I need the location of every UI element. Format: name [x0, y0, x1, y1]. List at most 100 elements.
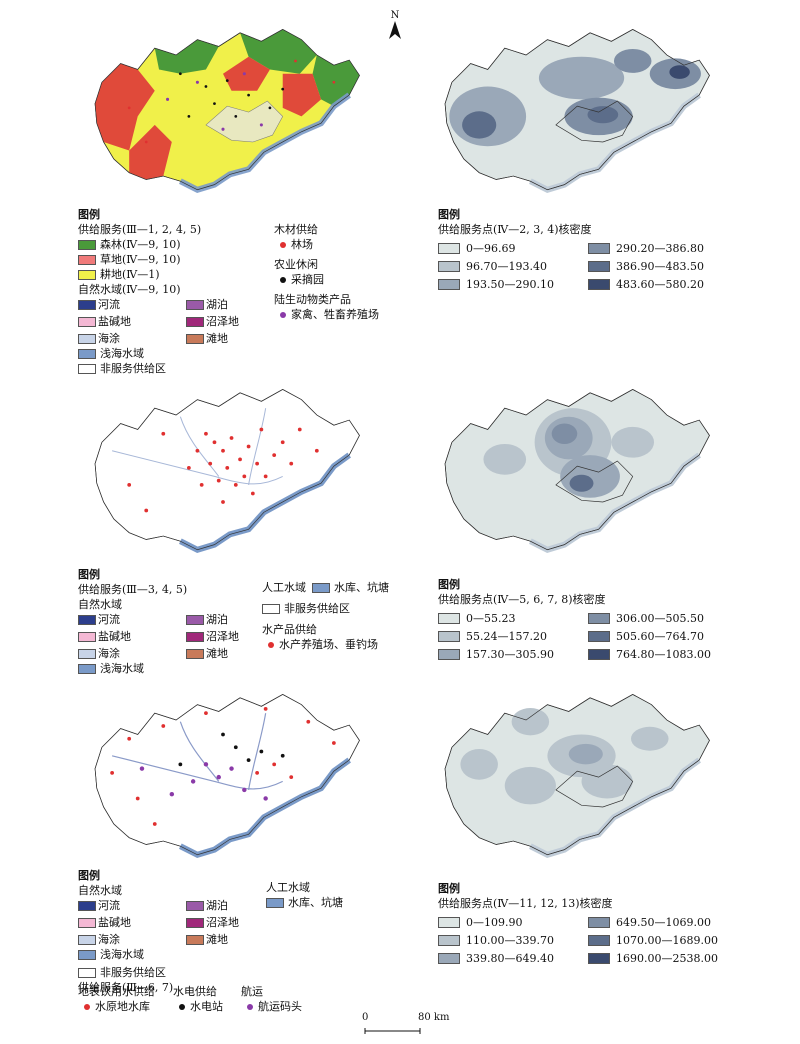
- reservoir-label: 水库、坑塘: [334, 581, 389, 594]
- swatch: [186, 299, 204, 310]
- legend-label: 0—109.90: [466, 916, 523, 929]
- legend-label: 110.00—339.70: [466, 934, 554, 947]
- legend-label: 339.80—649.40: [466, 952, 554, 965]
- swatch: [78, 663, 96, 674]
- dock-dot-icon: [247, 1003, 253, 1010]
- legend-landcover-item: 耕地(Ⅳ—1): [78, 267, 418, 282]
- legend-title: 图例: [78, 568, 100, 581]
- scale-distance: 80 km: [418, 1012, 450, 1023]
- legend-ship: 航运码头: [241, 999, 302, 1014]
- swatch: [78, 614, 96, 625]
- legend-picking-garden: 采摘园: [274, 272, 424, 287]
- legend-label: 盐碱地: [98, 630, 131, 643]
- swatch: [588, 649, 610, 660]
- legend-title: 图例: [438, 882, 460, 895]
- legend-label: 0—96.69: [466, 242, 516, 255]
- legend-label: 764.80—1083.00: [616, 648, 711, 661]
- supply-title: 供给服务(Ⅲ—1, 2, 4, 5): [78, 223, 202, 236]
- aquaculture-label: 水产养殖场、垂钓场: [279, 638, 378, 651]
- aquaculture-dot-icon: [268, 641, 274, 648]
- natural-water-classes: 河流 湖泊 盐碱地 沼泽地 海涂 滩地: [78, 612, 278, 661]
- legend-label: 1690.00—2538.00: [616, 952, 718, 965]
- forest-farm-label: 林场: [291, 238, 313, 251]
- livestock-dot-icon: [280, 311, 286, 318]
- hydropower-dot-icon: [179, 1003, 185, 1010]
- point-legend: 木材供给 林场 农业休闲 采摘园 陆生动物类产品 家禽、牲畜养殖场: [274, 222, 424, 322]
- legend-label: 386.90—483.50: [616, 260, 704, 273]
- swatch: [588, 613, 610, 624]
- livestock-label: 家禽、牲畜养殖场: [291, 308, 379, 321]
- water-supply-map-svg: [94, 693, 360, 875]
- swatch: [588, 243, 610, 254]
- swatch: [438, 243, 460, 254]
- legend-label: 1070.00—1689.00: [616, 934, 718, 947]
- swatch: [78, 631, 96, 642]
- swatch: [186, 614, 204, 625]
- water-source-dot-icon: [84, 1003, 90, 1010]
- swatch: [438, 279, 460, 290]
- legend-label: 森林(Ⅳ—9, 10): [100, 238, 181, 251]
- swatch: [186, 333, 204, 344]
- density-map-3: [428, 675, 718, 879]
- density-title: 供给服务点(Ⅳ—2, 3, 4)核密度: [438, 223, 592, 236]
- legend-label: 海涂: [98, 647, 120, 660]
- swatch: [438, 261, 460, 272]
- legend-landcover-item: 草地(Ⅳ—9, 10): [78, 252, 418, 267]
- swatch: [186, 934, 204, 945]
- swatch: [438, 917, 460, 928]
- animal-title: 陆生动物类产品: [274, 293, 351, 306]
- swatch: [438, 613, 460, 624]
- swatch: [438, 631, 460, 642]
- natural-water-classes: 河流 湖泊 盐碱地 沼泽地 海涂 滩地: [78, 898, 278, 947]
- legend-label: 滩地: [206, 332, 228, 345]
- swatch: [588, 953, 610, 964]
- legend-label: 湖泊: [206, 899, 228, 912]
- legend-label: 河流: [98, 613, 120, 626]
- hydro-label: 水电站: [190, 1000, 223, 1013]
- swatch: [78, 934, 96, 945]
- legend-hydro: 水电站: [173, 999, 223, 1014]
- swatch: [78, 917, 96, 928]
- agri-title: 农业休闲: [274, 258, 318, 271]
- scale-bar: 0 80 km: [360, 1012, 450, 1037]
- legend-livestock: 家禽、牲畜养殖场: [274, 307, 424, 322]
- legend-shallow-sea: 浅海水域: [78, 661, 278, 676]
- legend-label: 滩地: [206, 933, 228, 946]
- density-classes: 0—109.90 649.50—1069.00 110.00—339.70 1070.…: [438, 915, 758, 966]
- landcover-map: [78, 10, 368, 214]
- legend-label: 505.60—764.70: [616, 630, 704, 643]
- density-title: 供给服务点(Ⅳ—5, 6, 7, 8)核密度: [438, 593, 606, 606]
- swatch: [78, 648, 96, 659]
- legend-title: 图例: [438, 578, 460, 591]
- natural-water-classes: 河流 湖泊 盐碱地 沼泽地 海涂 滩地: [78, 297, 418, 346]
- legend-label: 沼泽地: [206, 630, 239, 643]
- legend-label: 193.50—290.10: [466, 278, 554, 291]
- aquatic-title: 水产品供给: [262, 623, 317, 636]
- natural-water-title: 自然水域: [78, 884, 122, 897]
- swatch: [186, 917, 204, 928]
- density-map-1-svg: [444, 28, 710, 210]
- swatch: [186, 648, 204, 659]
- density-map-3-svg: [444, 693, 710, 875]
- swatch: [266, 897, 284, 908]
- ship-label: 航运码头: [258, 1000, 302, 1013]
- legend-title: 图例: [78, 208, 100, 221]
- aquaculture-map-svg: [94, 388, 360, 570]
- swatch: [588, 935, 610, 946]
- legend-label: 96.70—193.40: [466, 260, 547, 273]
- natural-water-title: 自然水域(Ⅳ—9, 10): [78, 283, 181, 296]
- non-supply-label: 非服务供给区: [284, 602, 350, 615]
- density-legend-2: 图例 供给服务点(Ⅳ—5, 6, 7, 8)核密度 0—55.23 306.00—…: [438, 577, 758, 662]
- non-supply-label: 非服务供给区: [100, 362, 166, 375]
- legend-label: 海涂: [98, 332, 120, 345]
- swatch: [78, 900, 96, 911]
- legend-drink: 水原地水库: [78, 999, 155, 1014]
- scale-line: [364, 1028, 421, 1034]
- swatch: [588, 917, 610, 928]
- density-map-1: [428, 10, 718, 214]
- legend-label: 沼泽地: [206, 916, 239, 929]
- swatch: [78, 348, 96, 359]
- legend-non-supply: 非服务供给区: [78, 965, 278, 980]
- swatch: [78, 333, 96, 344]
- artificial-water-title: 人工水域: [262, 581, 306, 594]
